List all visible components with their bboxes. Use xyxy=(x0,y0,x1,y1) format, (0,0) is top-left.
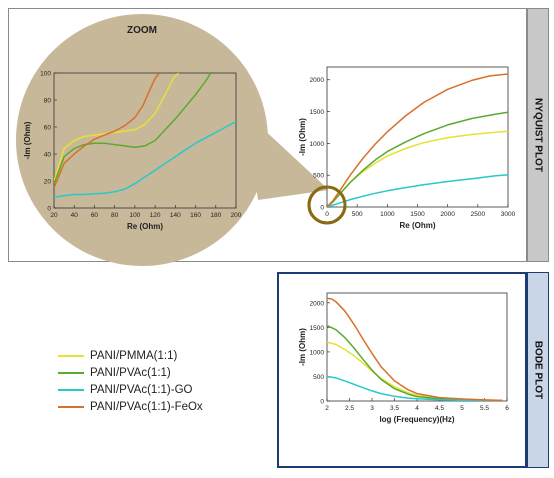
zoom-y-tick-label: 60 xyxy=(44,125,52,132)
legend-item: PANI/PVAc(1:1)-GO xyxy=(58,381,203,398)
bode-y-tick-label: 2000 xyxy=(310,300,325,307)
zoom-series-line xyxy=(54,73,212,184)
bode-x-tick-label: 2.5 xyxy=(345,405,354,412)
legend-item: PANI/PMMA(1:1) xyxy=(58,347,203,364)
bode-y-axis-label: -Im (Ohm) xyxy=(298,328,307,366)
bode-x-tick-label: 4.5 xyxy=(435,405,444,412)
bode-series-line xyxy=(327,375,503,401)
nyquist-plot: 0 500 1000 1500 2000 2500 3000 0 500 1000 1500 2000… xyxy=(298,66,516,230)
bode-x-tick-label: 5.5 xyxy=(480,405,489,412)
zoom-plot-area xyxy=(53,72,237,209)
bode-y-tick-label: 1000 xyxy=(310,349,325,356)
zoom-plot: 20 40 60 80 100 120 140 160 180 200020406080100Re… xyxy=(23,71,242,232)
nyquist-y-tick-label: 500 xyxy=(313,173,324,180)
legend-swatch xyxy=(58,388,84,391)
zoom-x-tick-label: 40 xyxy=(71,212,79,219)
legend-label: PANI/PVAc(1:1)-FeOx xyxy=(90,400,203,413)
legend-label: PANI/PVAc(1:1)-GO xyxy=(90,383,193,396)
bode-x-tick-label: 4 xyxy=(415,405,419,412)
bode-x-tick-label: 5 xyxy=(460,405,464,412)
nyquist-y-tick-label: 0 xyxy=(320,205,324,212)
zoom-x-tick-label: 120 xyxy=(150,212,161,219)
zoom-y-tick-label: 80 xyxy=(44,98,52,105)
zoom-x-tick-label: 160 xyxy=(190,212,201,219)
nyquist-x-tick-label: 3000 xyxy=(501,211,516,218)
bode-y-tick-label: 500 xyxy=(313,374,324,381)
nyquist-series-line xyxy=(327,111,508,207)
zoom-x-tick-label: 140 xyxy=(170,212,181,219)
nyquist-series-line xyxy=(327,174,508,207)
nyquist-plot-tab: NYQUIST PLOT xyxy=(527,8,549,262)
zoom-x-tick-label: 180 xyxy=(210,212,221,219)
bode-x-tick-label: 2 xyxy=(325,405,329,412)
zoom-ring-overlay xyxy=(307,185,347,225)
legend-swatch xyxy=(58,405,84,408)
zoom-y-tick-label: 20 xyxy=(44,179,52,186)
nyquist-x-tick-label: 2000 xyxy=(440,211,455,218)
zoom-title: ZOOM xyxy=(127,25,157,36)
nyquist-y-tick-label: 1000 xyxy=(310,141,325,148)
bode-series-line xyxy=(327,297,503,401)
zoom-x-axis-label: Re (Ohm) xyxy=(127,222,163,231)
legend-item: PANI/PVAc(1:1) xyxy=(58,364,203,381)
zoom-y-tick-label: 0 xyxy=(47,206,51,213)
bode-y-tick-label: 0 xyxy=(320,399,324,406)
zoom-y-tick-label: 100 xyxy=(40,71,51,78)
zoom-x-tick-label: 80 xyxy=(111,212,119,219)
nyquist-y-axis-label: -Im (Ohm) xyxy=(298,118,307,156)
nyquist-x-tick-label: 1500 xyxy=(410,211,425,218)
zoom-x-tick-label: 20 xyxy=(50,212,58,219)
legend-label: PANI/PMMA(1:1) xyxy=(90,349,178,362)
bode-x-tick-label: 3 xyxy=(370,405,374,412)
nyquist-x-tick-label: 0 xyxy=(325,211,329,218)
nyquist-y-tick-label: 2000 xyxy=(310,77,325,84)
bode-plot: 2 2.5 3 3.5 4 4.5 5 5.5 6 0 500 1000 1500 2000 log (Fr… xyxy=(298,292,509,424)
nyquist-x-axis-label: Re (Ohm) xyxy=(400,221,436,230)
zoom-y-tick-label: 40 xyxy=(44,152,52,159)
legend-label: PANI/PVAc(1:1) xyxy=(90,366,171,379)
bode-x-axis-label: log (Frequency)(Hz) xyxy=(379,415,454,424)
nyquist-x-tick-label: 2500 xyxy=(471,211,486,218)
bode-plot-area xyxy=(326,292,508,402)
legend-swatch xyxy=(58,371,84,374)
zoom-series-line xyxy=(54,73,160,189)
legend-swatch xyxy=(58,354,84,357)
zoom-x-tick-label: 200 xyxy=(231,212,242,219)
bode-y-tick-label: 1500 xyxy=(310,325,325,332)
zoom-series-line xyxy=(54,120,236,198)
legend-item: PANI/PVAc(1:1)-FeOx xyxy=(58,398,203,415)
bode-x-tick-label: 6 xyxy=(505,405,509,412)
nyquist-x-tick-label: 500 xyxy=(352,211,363,218)
legend: PANI/PMMA(1:1) PANI/PVAc(1:1) PANI/PVAc(… xyxy=(58,347,203,415)
zoom-y-axis-label: -Im (Ohm) xyxy=(23,121,32,159)
nyquist-y-tick-label: 1500 xyxy=(310,109,325,116)
zoom-x-tick-label: 60 xyxy=(91,212,99,219)
bode-plot-tab: BODE PLOT xyxy=(527,272,549,468)
zoom-x-tick-label: 100 xyxy=(129,212,140,219)
nyquist-x-tick-label: 1000 xyxy=(380,211,395,218)
bode-x-tick-label: 3.5 xyxy=(390,405,399,412)
zoom-series-line xyxy=(54,73,179,182)
